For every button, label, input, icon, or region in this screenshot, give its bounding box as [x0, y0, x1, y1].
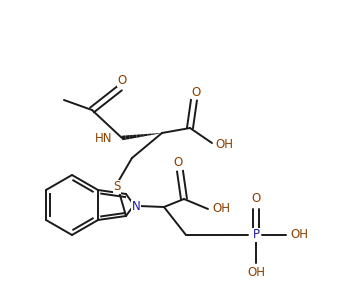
Text: N: N	[132, 201, 140, 214]
Text: P: P	[252, 228, 259, 241]
Text: HN: HN	[94, 133, 112, 146]
Text: S: S	[113, 181, 121, 193]
Text: O: O	[173, 156, 183, 170]
Text: OH: OH	[290, 228, 308, 241]
Text: O: O	[191, 86, 201, 98]
Text: O: O	[117, 73, 127, 86]
Text: OH: OH	[247, 267, 265, 280]
Text: OH: OH	[215, 139, 233, 152]
Text: OH: OH	[212, 203, 230, 216]
Text: O: O	[251, 193, 260, 205]
